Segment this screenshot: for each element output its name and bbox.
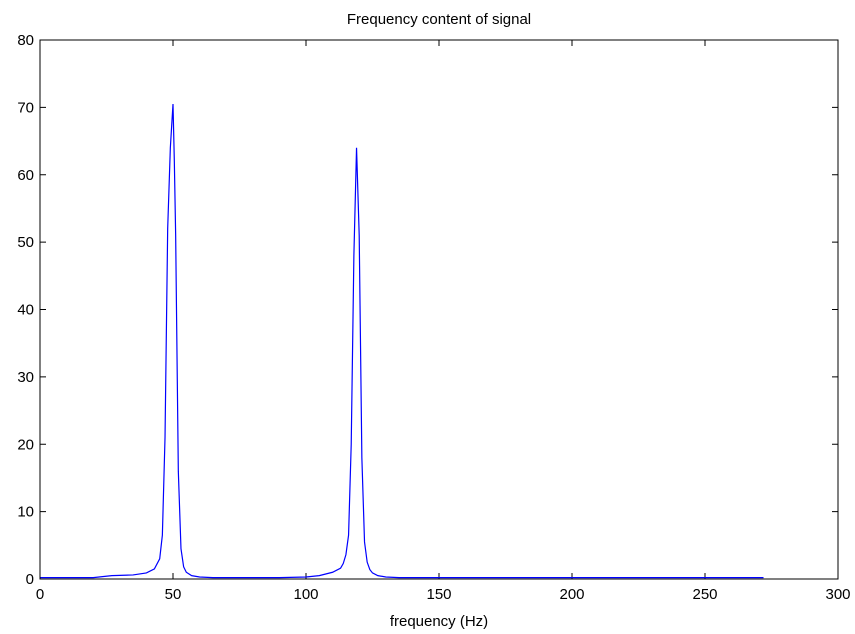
x-tick-label: 300 [825,586,850,603]
y-tick-label: 40 [17,302,34,319]
y-tick-label: 50 [17,234,34,251]
x-tick-label: 250 [692,586,717,603]
y-tick-label: 30 [17,369,34,386]
series-line [40,103,764,579]
y-tick-label: 0 [26,571,34,588]
y-tick-labels: 0 10 20 30 40 50 60 70 80 [17,32,34,588]
y-tick-label: 80 [17,32,34,49]
x-tick-label: 200 [559,586,584,603]
x-tick-label: 50 [165,586,182,603]
y-tick-label: 60 [17,167,34,184]
y-tick-label: 20 [17,436,34,453]
x-tick-labels: 0 50 100 150 200 250 300 [36,586,851,603]
plot-frame [39,39,839,580]
x-tick-label: 0 [36,586,44,603]
chart-title: Frequency content of signal [347,11,531,28]
y-tick-label: 10 [17,504,34,521]
plot-area [40,40,838,579]
y-tick-label: 70 [17,99,34,116]
x-tick-label: 150 [426,586,451,603]
x-axis-label: frequency (Hz) [390,613,488,630]
x-tick-label: 100 [293,586,318,603]
